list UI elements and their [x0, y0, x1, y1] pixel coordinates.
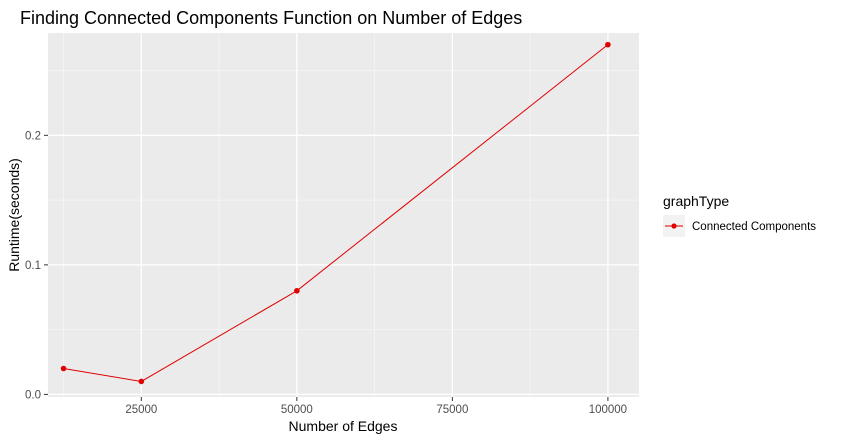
- x-tick-label: 50000: [281, 404, 313, 416]
- data-point: [294, 287, 300, 294]
- data-point: [60, 365, 67, 372]
- minor-gridlines: [48, 33, 639, 397]
- y-tick-label: 0.1: [25, 260, 41, 272]
- data-point: [138, 378, 145, 385]
- x-axis-ticks: 25000 50000 75000 100000: [125, 397, 627, 416]
- y-axis-title: Runtime(seconds): [6, 158, 22, 272]
- legend-key-point: [671, 223, 677, 229]
- y-axis-ticks: 0.0 0.1 0.2: [25, 130, 48, 401]
- legend-series-label: Connected Components: [692, 221, 816, 233]
- x-axis-title: Number of Edges: [289, 418, 398, 434]
- y-tick-label: 0.0: [25, 389, 41, 401]
- series-line: [63, 44, 609, 382]
- major-gridlines: [48, 33, 639, 397]
- x-tick-label: 100000: [589, 404, 627, 416]
- x-tick-label: 25000: [125, 404, 157, 416]
- data-point: [605, 41, 611, 48]
- plot-panel: [48, 33, 639, 397]
- x-tick-label: 75000: [436, 404, 468, 416]
- series-layer: [60, 41, 611, 385]
- chart-title: Finding Connected Components Function on…: [20, 8, 522, 28]
- y-tick-label: 0.2: [25, 130, 41, 142]
- legend-title: graphType: [663, 193, 729, 209]
- legend: graphType Connected Components: [663, 193, 816, 237]
